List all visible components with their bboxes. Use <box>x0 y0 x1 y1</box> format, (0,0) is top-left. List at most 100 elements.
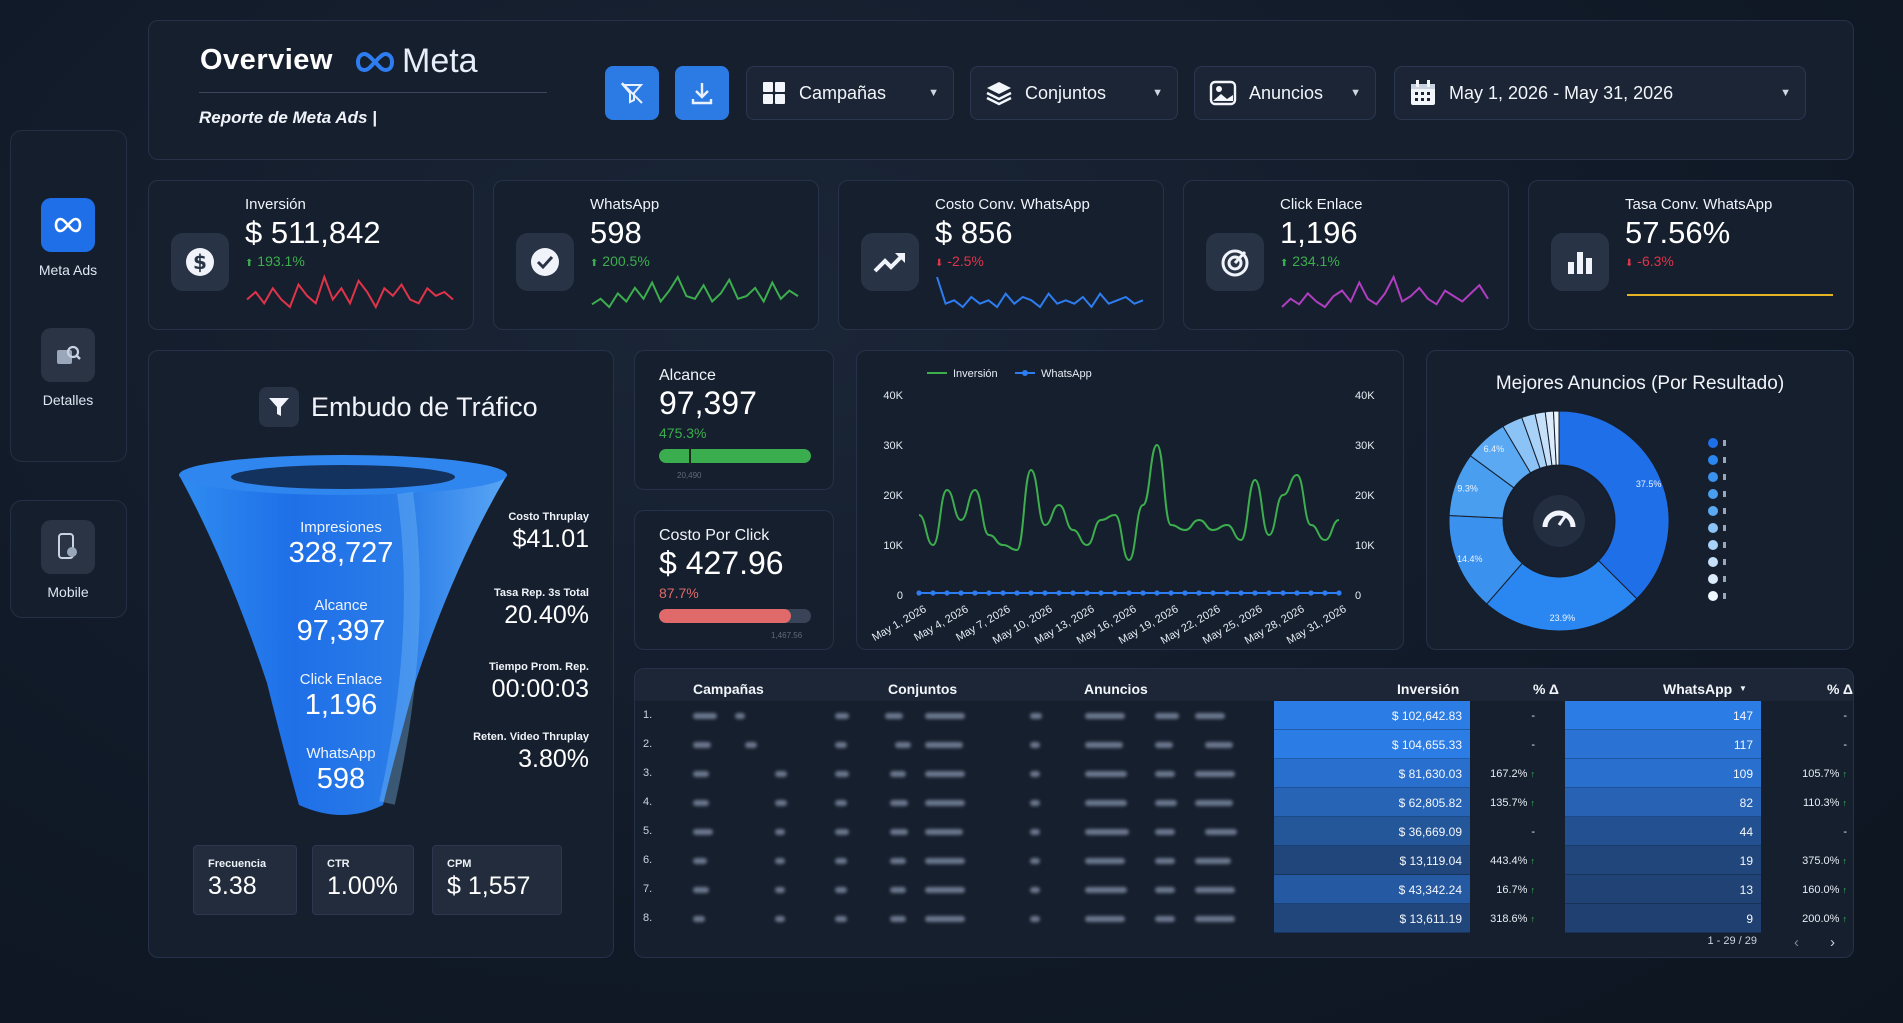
redacted-text <box>1030 713 1042 719</box>
mini-card-label: CPM <box>447 858 472 870</box>
redacted-text <box>693 858 707 864</box>
column-header[interactable]: Campañas <box>693 681 764 697</box>
y-tick-right: 40K <box>1355 390 1375 402</box>
column-header[interactable]: % Δ <box>1827 681 1853 697</box>
date-range-label: May 1, 2026 - May 31, 2026 <box>1449 82 1674 103</box>
legend-dot[interactable] <box>1708 540 1718 550</box>
dollar-icon: $ <box>171 233 229 291</box>
sort-desc-icon[interactable]: ▼ <box>1739 684 1747 693</box>
side-metric-label: Tasa Rep. 3s Total <box>494 587 589 599</box>
chevron-down-icon: ▼ <box>1152 87 1163 99</box>
calendar-icon <box>1411 80 1435 105</box>
chevron-right-icon[interactable]: › <box>1830 934 1835 951</box>
column-header[interactable]: Conjuntos <box>888 681 958 697</box>
redacted-text <box>925 742 963 748</box>
redacted-text <box>1030 829 1040 835</box>
arrow-up-icon: ⬆ <box>245 258 254 269</box>
table-row[interactable]: 8. $ 13,611.19 318.6% ↑ 9 200.0% ↑ <box>635 904 1853 933</box>
metric-delta: 87.7% <box>659 585 699 601</box>
table-row[interactable]: 2. $ 104,655.33 - 117 - <box>635 730 1853 759</box>
cell-whatsapp: 19 <box>1565 846 1761 875</box>
cell-inversion-delta: - <box>1531 739 1535 751</box>
redacted-text <box>1155 858 1175 864</box>
side-metric-value: 00:00:03 <box>491 675 589 703</box>
adsets-dropdown[interactable]: Conjuntos ▼ <box>970 66 1178 120</box>
target-value: 1,467.56 <box>771 631 803 640</box>
sparkline-path <box>936 276 1144 309</box>
sidebar-item-label: Mobile <box>47 584 89 600</box>
clear-filters-button[interactable] <box>605 66 659 120</box>
sparkline <box>591 274 799 309</box>
sidebar-item-meta-ads[interactable]: Meta Ads <box>10 198 126 278</box>
funnel-panel: Embudo de Tráfico Impresiones 328,727 Al… <box>148 350 614 958</box>
whatsapp-point <box>1000 590 1006 596</box>
legend-dot[interactable] <box>1708 574 1718 584</box>
legend-dot[interactable] <box>1708 438 1718 448</box>
redacted-text <box>1195 887 1235 893</box>
table-row[interactable]: 7. $ 43,342.24 16.7% ↑ 13 160.0% ↑ <box>635 875 1853 904</box>
redacted-text <box>925 858 965 864</box>
donut-slice[interactable] <box>1552 410 1560 466</box>
whatsapp-point <box>1056 590 1062 596</box>
cell-whatsapp-delta: - <box>1843 739 1847 751</box>
whatsapp-point <box>1238 590 1244 596</box>
donut-slice[interactable] <box>1558 410 1670 600</box>
redacted-text <box>1030 858 1040 864</box>
redacted-text <box>775 916 785 922</box>
redacted-text <box>1085 829 1129 835</box>
legend-dot[interactable] <box>1708 489 1718 499</box>
redacted-text <box>835 771 849 777</box>
legend-dot[interactable] <box>1708 591 1718 601</box>
table-row[interactable]: 6. $ 13,119.04 443.4% ↑ 19 375.0% ↑ <box>635 846 1853 875</box>
whatsapp-point <box>1126 590 1132 596</box>
mini-card-value: 1.00% <box>327 872 398 900</box>
cell-whatsapp: 109 <box>1565 759 1761 788</box>
column-header[interactable]: WhatsApp <box>1663 681 1733 697</box>
redacted-text <box>775 858 785 864</box>
redacted-text <box>835 829 849 835</box>
legend-dot[interactable] <box>1708 557 1718 567</box>
legend-dot[interactable] <box>1708 472 1718 482</box>
redacted-text <box>925 829 963 835</box>
kpi-delta: ⬆ 193.1% <box>245 253 305 269</box>
metric-label: Costo Por Click <box>659 527 770 544</box>
best-ads-donut: 37.5% 23.9% 14.4% 9.3% 6.4% <box>1448 410 1726 632</box>
metric-label: Alcance <box>659 367 716 384</box>
legend-truncated-label <box>1723 593 1726 599</box>
redacted-text <box>890 771 906 777</box>
table-row[interactable]: 5. $ 36,669.09 - 44 - <box>635 817 1853 846</box>
meta-infinity-icon <box>41 198 95 252</box>
legend-dot[interactable] <box>1708 523 1718 533</box>
page-title: Overview <box>200 44 333 76</box>
row-number: 4. <box>643 796 653 808</box>
cell-whatsapp: 13 <box>1565 875 1761 904</box>
date-range-picker[interactable]: May 1, 2026 - May 31, 2026 ▼ <box>1394 66 1806 120</box>
legend-dot[interactable] <box>1708 455 1718 465</box>
table-row[interactable]: 1. $ 102,642.83 - 147 - <box>635 701 1853 730</box>
kpi-value: 1,196 <box>1280 215 1358 250</box>
cell-inversion: $ 104,655.33 <box>1274 730 1470 759</box>
sparkline-path <box>591 274 799 309</box>
metric-value: 97,397 <box>659 385 757 421</box>
slice-label: 6.4% <box>1484 444 1505 454</box>
metric-delta: 475.3% <box>659 425 707 441</box>
kpi-label: Costo Conv. WhatsApp <box>935 196 1090 213</box>
donut-slice[interactable] <box>1486 559 1638 632</box>
sidebar-item-mobile[interactable]: Mobile <box>10 520 126 600</box>
cell-whatsapp-delta: 375.0% ↑ <box>1802 855 1847 867</box>
chevron-left-icon[interactable]: ‹ <box>1794 934 1799 951</box>
ads-dropdown[interactable]: Anuncios ▼ <box>1194 66 1376 120</box>
brand-name: Meta <box>402 42 478 80</box>
sidebar-item-detalles[interactable]: Detalles <box>10 328 126 408</box>
whatsapp-point <box>1070 590 1076 596</box>
campaigns-dropdown[interactable]: Campañas ▼ <box>746 66 954 120</box>
table-row[interactable]: 4. $ 62,805.82 135.7% ↑ 82 110.3% ↑ <box>635 788 1853 817</box>
legend-dot[interactable] <box>1708 506 1718 516</box>
whatsapp-point <box>1084 590 1090 596</box>
redacted-text <box>1155 771 1175 777</box>
download-button[interactable] <box>675 66 729 120</box>
column-header[interactable]: Inversión <box>1397 681 1460 697</box>
column-header[interactable]: % Δ <box>1533 681 1559 697</box>
column-header[interactable]: Anuncios <box>1084 681 1148 697</box>
table-row[interactable]: 3. $ 81,630.03 167.2% ↑ 109 105.7% ↑ <box>635 759 1853 788</box>
